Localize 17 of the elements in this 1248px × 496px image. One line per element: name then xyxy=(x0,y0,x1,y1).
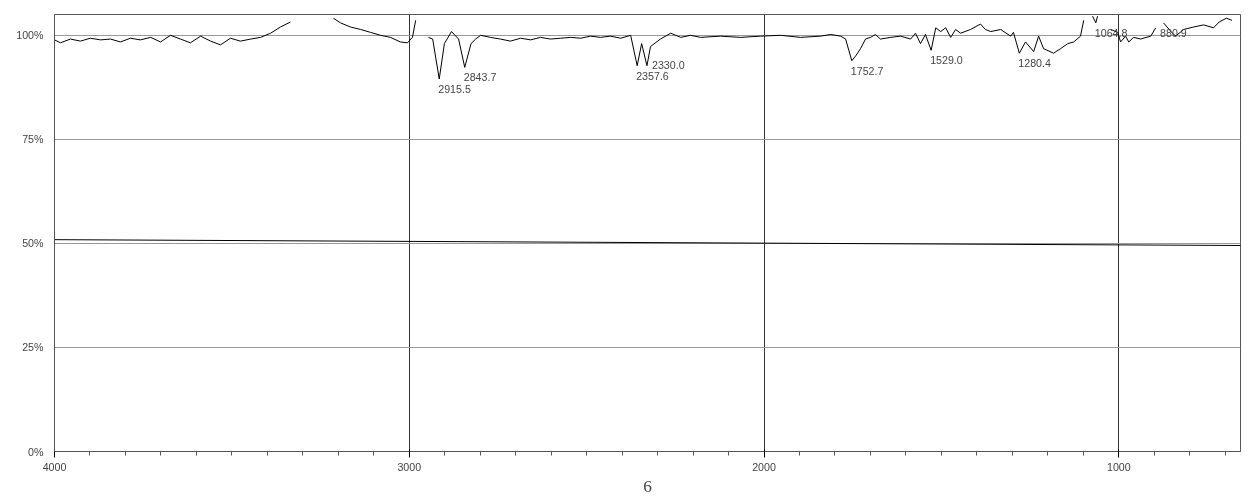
annotation: 2330.0 xyxy=(651,58,685,71)
text: 6 xyxy=(643,476,653,496)
annotation: 2843.7 xyxy=(463,71,497,84)
annotation: 2915.5 xyxy=(438,83,471,96)
x-tick-label: 3000 xyxy=(397,460,422,473)
y-tick-label: 0% xyxy=(28,445,45,458)
y-tick-label: 100% xyxy=(16,29,45,42)
annotation: 1529.0 xyxy=(930,54,963,67)
x-tick-label: 4000 xyxy=(42,460,67,473)
x-tick-label: 2000 xyxy=(752,460,776,473)
x-tick-label: 1000 xyxy=(1106,460,1131,473)
y-tick-label: 25% xyxy=(22,341,45,354)
annotation: 1752.7 xyxy=(850,64,884,77)
annotation: 2357.6 xyxy=(636,69,669,82)
y-tick-label: 75% xyxy=(22,133,45,146)
annotation: 1280.4 xyxy=(1018,57,1051,70)
y-tick-label: 50% xyxy=(22,237,45,250)
